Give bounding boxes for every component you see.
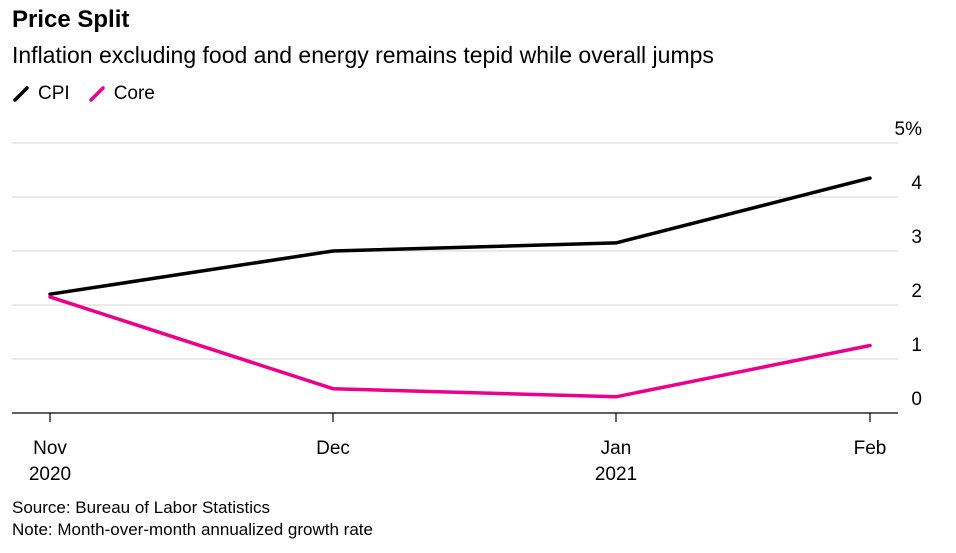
chart-subtitle: Inflation excluding food and energy rema… xyxy=(12,42,714,68)
series-line-core xyxy=(48,295,872,399)
legend: CPI Core xyxy=(12,83,173,105)
y-tick-label: 3 xyxy=(911,227,922,248)
x-tick-label: 2021 xyxy=(595,464,637,485)
source-note: Source: Bureau of Labor Statistics xyxy=(12,498,270,517)
x-tick-label: 2020 xyxy=(29,464,71,485)
x-tick-label: Jan xyxy=(601,438,632,459)
chart-title: Price Split xyxy=(12,6,130,33)
y-tick-label: 5% xyxy=(895,119,923,140)
y-tick-label: 4 xyxy=(911,173,922,194)
legend-swatch-core xyxy=(88,86,105,102)
method-note: Note: Month-over-month annualized growth… xyxy=(12,520,373,539)
chart-footer: Source: Bureau of Labor Statistics Note:… xyxy=(12,497,373,541)
series-line-cpi xyxy=(48,176,872,296)
legend-swatch-cpi xyxy=(13,86,29,102)
x-tick-label: Nov xyxy=(33,438,67,459)
legend-item-core: Core xyxy=(88,83,155,105)
legend-label-cpi: CPI xyxy=(38,83,70,104)
y-tick-label: 0 xyxy=(911,389,922,410)
x-tick-label: Feb xyxy=(854,438,887,459)
legend-item-cpi: CPI xyxy=(12,83,70,105)
y-tick-label: 1 xyxy=(911,335,922,356)
y-tick-label: 2 xyxy=(911,281,922,302)
x-tick-label: Dec xyxy=(316,438,350,459)
legend-label-core: Core xyxy=(113,83,155,104)
